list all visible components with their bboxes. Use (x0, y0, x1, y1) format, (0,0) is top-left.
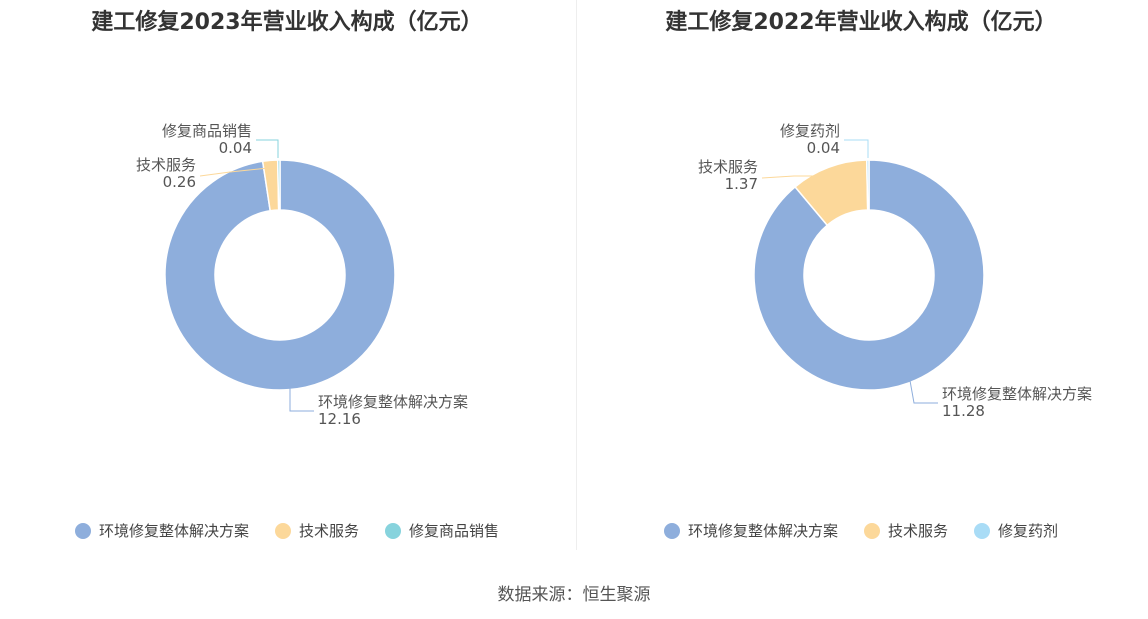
legend-label: 技术服务 (298, 522, 359, 540)
legend-item[interactable]: 环境修复整体解决方案 (663, 520, 838, 541)
legend-item[interactable]: 环境修复整体解决方案 (74, 520, 249, 541)
legend-label: 修复药剂 (998, 522, 1059, 540)
legend-item[interactable]: 修复商品销售 (385, 520, 499, 541)
slice-value-label: 11.28 (942, 402, 985, 420)
legend-swatch (385, 522, 401, 539)
slice-value-label: 1.37 (725, 175, 758, 193)
pie-slice[interactable] (276, 159, 281, 211)
slice-value-label: 0.26 (163, 173, 196, 191)
leader-line (908, 374, 938, 404)
pie-slice[interactable] (164, 159, 396, 391)
leader-line (289, 385, 314, 412)
slice-category-label: 修复商品销售 (162, 122, 252, 140)
slice-category-label: 技术服务 (136, 156, 196, 174)
legend-swatch (663, 522, 680, 539)
slice-category-label: 环境修复整体解决方案 (942, 385, 1092, 403)
legend-swatch (974, 522, 990, 539)
pie-slice[interactable] (865, 159, 870, 211)
legend-label: 技术服务 (887, 522, 948, 540)
leader-line (761, 175, 824, 179)
legend: 环境修复整体解决方案 技术服务 修复商品销售 (0, 520, 574, 541)
legend-swatch (863, 522, 880, 539)
chart-panel-2022: 建工修复2022年营业收入构成（亿元） 环境修复整体解决方案 11.28 技术服务 1… (574, 0, 1148, 560)
legend-swatch (274, 522, 291, 539)
legend: 环境修复整体解决方案 技术服务 修复药剂 (574, 520, 1148, 541)
legend-label: 修复商品销售 (409, 522, 500, 540)
chart-title: 建工修复2023年营业收入构成（亿元） (91, 10, 483, 35)
slice-value-label: 0.04 (219, 139, 252, 157)
leader-line (256, 139, 279, 158)
divider (576, 0, 577, 550)
leader-line (199, 167, 269, 177)
chart-title: 建工修复2022年营业收入构成（亿元） (665, 10, 1057, 35)
slice-value-label: 0.04 (807, 139, 840, 157)
slice-category-label: 修复药剂 (780, 122, 840, 140)
pie-slice[interactable] (753, 159, 985, 391)
chart-panel-2023: 建工修复2023年营业收入构成（亿元） 环境修复整体解决方案 12.16 技术服务 0… (0, 0, 574, 560)
legend-item[interactable]: 修复药剂 (974, 520, 1058, 541)
slice-category-label: 技术服务 (698, 158, 758, 176)
slice-value-label: 12.16 (318, 410, 361, 428)
legend-swatch (74, 522, 91, 539)
legend-label: 环境修复整体解决方案 (98, 522, 249, 540)
leader-line (844, 139, 869, 158)
legend-label: 环境修复整体解决方案 (687, 522, 838, 540)
legend-item[interactable]: 技术服务 (863, 520, 948, 541)
legend-item[interactable]: 技术服务 (274, 520, 359, 541)
slice-category-label: 环境修复整体解决方案 (318, 393, 468, 411)
data-source: 数据来源：恒生聚源 (497, 585, 651, 605)
